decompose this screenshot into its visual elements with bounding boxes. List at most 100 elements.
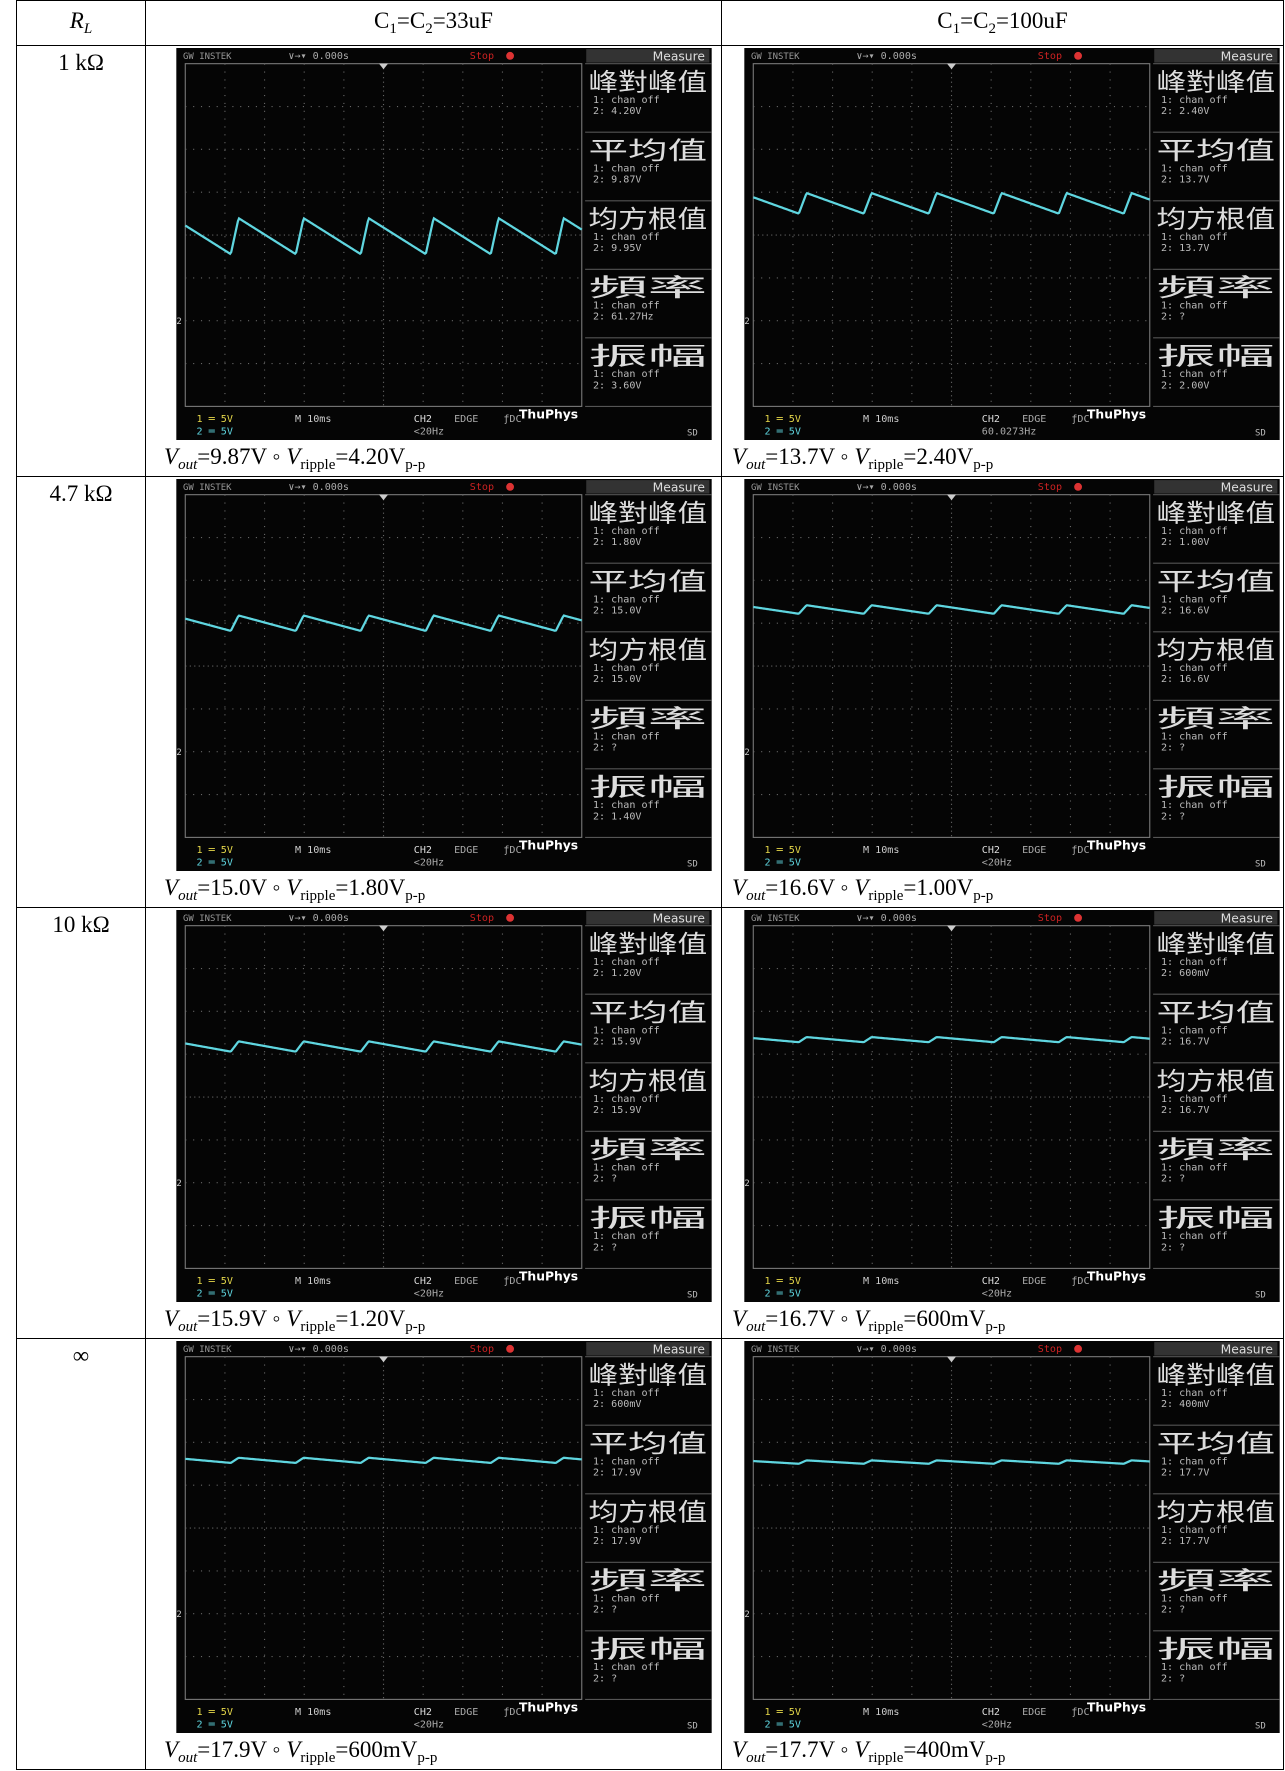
measure-value: ? bbox=[611, 1605, 617, 1616]
trigger-frequency: <20Hz bbox=[414, 857, 444, 868]
ch2-prefix: 2: bbox=[1161, 1673, 1179, 1684]
ch2-prefix: 2: bbox=[593, 1536, 611, 1547]
status-dot bbox=[506, 483, 514, 491]
measure-value: 9.87V bbox=[611, 175, 641, 186]
ground-marker: 2 bbox=[744, 1179, 749, 1189]
ch1-scale: 1 ═ 5V bbox=[764, 845, 800, 856]
watermark: ThuPhys bbox=[1087, 408, 1146, 422]
measure-value: 17.7V bbox=[1179, 1468, 1209, 1479]
ch1-scale: 1 ═ 5V bbox=[196, 1276, 232, 1287]
caption: Vout=16.7V ◦ Vripple=600mVp-p bbox=[732, 1306, 1005, 1332]
oscilloscope-screen: GW INSTEK∨→▾ 0.000sStopMeasure2峰對峰值1: ch… bbox=[176, 48, 712, 440]
ch2-measure: 2: 15.0V bbox=[593, 674, 642, 685]
ch2-measure: 2: 600mV bbox=[593, 1399, 642, 1410]
text-segment: ripple bbox=[300, 888, 335, 904]
table-cell: GW INSTEK∨→▾ 0.000sStopMeasure2峰對峰值1: ch… bbox=[145, 907, 722, 1339]
measure-label: 均方根值 bbox=[588, 1498, 707, 1527]
ch2-prefix: 2: bbox=[593, 1399, 611, 1410]
text-segment: V bbox=[854, 1737, 868, 1762]
timebase: M 10ms bbox=[863, 1707, 899, 1718]
ch2-prefix: 2: bbox=[593, 1605, 611, 1616]
ch1-state: 1: chan off bbox=[1161, 232, 1228, 243]
text-segment: p-p bbox=[985, 1319, 1005, 1335]
measure-label: 均方根值 bbox=[1156, 1067, 1275, 1096]
ch2-prefix: 2: bbox=[593, 1673, 611, 1684]
trigger-mode: EDGE bbox=[454, 1707, 478, 1718]
measure-value: 15.9V bbox=[611, 1037, 641, 1048]
measure-value: ? bbox=[611, 743, 617, 754]
row-label: ∞ bbox=[73, 1343, 89, 1368]
trigger-source: CH2 bbox=[982, 1276, 1000, 1287]
text-segment: ripple bbox=[868, 457, 903, 473]
ch1-state: 1: chan off bbox=[593, 526, 660, 537]
ch1-state: 1: chan off bbox=[593, 1094, 660, 1105]
ch2-prefix: 2: bbox=[593, 1105, 611, 1116]
ch1-state: 1: chan off bbox=[1161, 1163, 1228, 1174]
trigger-time: ∨→▾ 0.000s bbox=[288, 1344, 349, 1355]
text-segment: 2 bbox=[988, 21, 996, 37]
ch2-prefix: 2: bbox=[1161, 312, 1179, 323]
ch2-measure: 2: ? bbox=[1161, 811, 1185, 822]
measure-label: 平均值 bbox=[588, 998, 707, 1027]
measure-value: ? bbox=[611, 1673, 617, 1684]
ch2-measure: 2: ? bbox=[1161, 1673, 1185, 1684]
measure-label: 平均值 bbox=[1156, 998, 1275, 1027]
oscilloscope-screen: GW INSTEK∨→▾ 0.000sStopMeasure2峰對峰值1: ch… bbox=[176, 1341, 712, 1733]
ch2-scale: 2 ═ 5V bbox=[764, 1288, 800, 1299]
ch2-measure: 2: 16.6V bbox=[1161, 674, 1210, 685]
ch1-scale: 1 ═ 5V bbox=[764, 1276, 800, 1287]
measure-value: 1.40V bbox=[611, 811, 641, 822]
text-segment: =16.7V ◦ bbox=[765, 1306, 854, 1331]
measure-value: 16.6V bbox=[1179, 674, 1209, 685]
ch1-scale: 1 ═ 5V bbox=[196, 845, 232, 856]
ch2-prefix: 2: bbox=[593, 811, 611, 822]
measure-label: 平均值 bbox=[588, 567, 707, 596]
brand: GW INSTEK bbox=[751, 52, 800, 62]
measure-label: 頻率 bbox=[588, 273, 707, 302]
status-dot bbox=[506, 914, 514, 922]
trigger-frequency: <20Hz bbox=[982, 1719, 1012, 1730]
ch1-state: 1: chan off bbox=[593, 1662, 660, 1673]
ch2-measure: 2: ? bbox=[593, 743, 617, 754]
text-segment: ripple bbox=[868, 888, 903, 904]
oscilloscope-screen: GW INSTEK∨→▾ 0.000sStopMeasure2峰對峰值1: ch… bbox=[744, 1341, 1280, 1733]
ch1-state: 1: chan off bbox=[593, 1525, 660, 1536]
menu-title: Measure bbox=[653, 49, 705, 63]
text-segment: =600mV bbox=[335, 1737, 417, 1762]
ch1-scale: 1 ═ 5V bbox=[764, 414, 800, 425]
trigger-frequency: 60.0273Hz bbox=[982, 426, 1037, 437]
text-segment: V bbox=[854, 1306, 868, 1331]
measure-label: 平均值 bbox=[1156, 1429, 1275, 1458]
trigger-time: ∨→▾ 0.000s bbox=[288, 482, 349, 493]
ch1-state: 1: chan off bbox=[593, 1025, 660, 1036]
brand: GW INSTEK bbox=[751, 914, 800, 924]
ch2-prefix: 2: bbox=[1161, 243, 1179, 254]
brand: GW INSTEK bbox=[183, 52, 232, 62]
text-segment: 1 bbox=[389, 21, 397, 37]
ch2-prefix: 2: bbox=[1161, 606, 1179, 617]
ch2-prefix: 2: bbox=[593, 1174, 611, 1185]
caption: Vout=15.9V ◦ Vripple=1.20Vp-p bbox=[164, 1306, 425, 1332]
ch2-prefix: 2: bbox=[1161, 1174, 1179, 1185]
text-segment: V bbox=[732, 1306, 746, 1331]
timebase: M 10ms bbox=[295, 1707, 331, 1718]
ch1-state: 1: chan off bbox=[593, 1456, 660, 1467]
row-label-cell: ∞ bbox=[16, 1338, 146, 1770]
text-segment: V bbox=[286, 875, 300, 900]
text-segment: V bbox=[164, 1306, 178, 1331]
trigger-source: CH2 bbox=[414, 845, 432, 856]
text-segment: ripple bbox=[868, 1750, 903, 1766]
trigger-mode: EDGE bbox=[454, 414, 478, 425]
text-segment: p-p bbox=[405, 457, 425, 473]
status-dot bbox=[1074, 52, 1082, 60]
ch1-state: 1: chan off bbox=[1161, 732, 1228, 743]
row-label-cell: 4.7 kΩ bbox=[16, 476, 146, 908]
ch1-state: 1: chan off bbox=[593, 95, 660, 106]
text-segment: V bbox=[286, 1306, 300, 1331]
text-segment: =C bbox=[397, 8, 425, 33]
ch2-measure: 2: ? bbox=[1161, 1605, 1185, 1616]
measure-value: 16.7V bbox=[1179, 1037, 1209, 1048]
sd-icon: SD bbox=[1255, 860, 1266, 870]
